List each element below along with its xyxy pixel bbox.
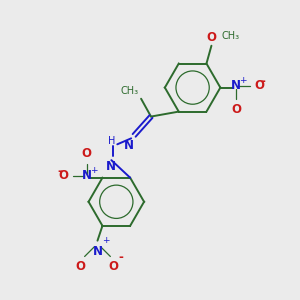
Text: O: O	[231, 103, 241, 116]
Text: O: O	[76, 260, 85, 274]
Text: N: N	[124, 139, 134, 152]
Text: H: H	[108, 136, 115, 146]
Text: O: O	[59, 169, 69, 182]
Text: N: N	[92, 244, 103, 258]
Text: +: +	[102, 236, 109, 245]
Text: -: -	[260, 75, 266, 88]
Text: O: O	[82, 147, 92, 160]
Text: -: -	[57, 165, 62, 178]
Text: N: N	[82, 169, 92, 182]
Text: N: N	[106, 160, 116, 173]
Text: O: O	[108, 260, 118, 274]
Text: +: +	[90, 166, 97, 175]
Text: N: N	[231, 79, 241, 92]
Text: O: O	[254, 79, 264, 92]
Text: O: O	[206, 31, 216, 44]
Text: +: +	[239, 76, 247, 85]
Text: CH₃: CH₃	[221, 31, 239, 41]
Text: CH₃: CH₃	[121, 86, 139, 96]
Text: -: -	[119, 251, 124, 264]
